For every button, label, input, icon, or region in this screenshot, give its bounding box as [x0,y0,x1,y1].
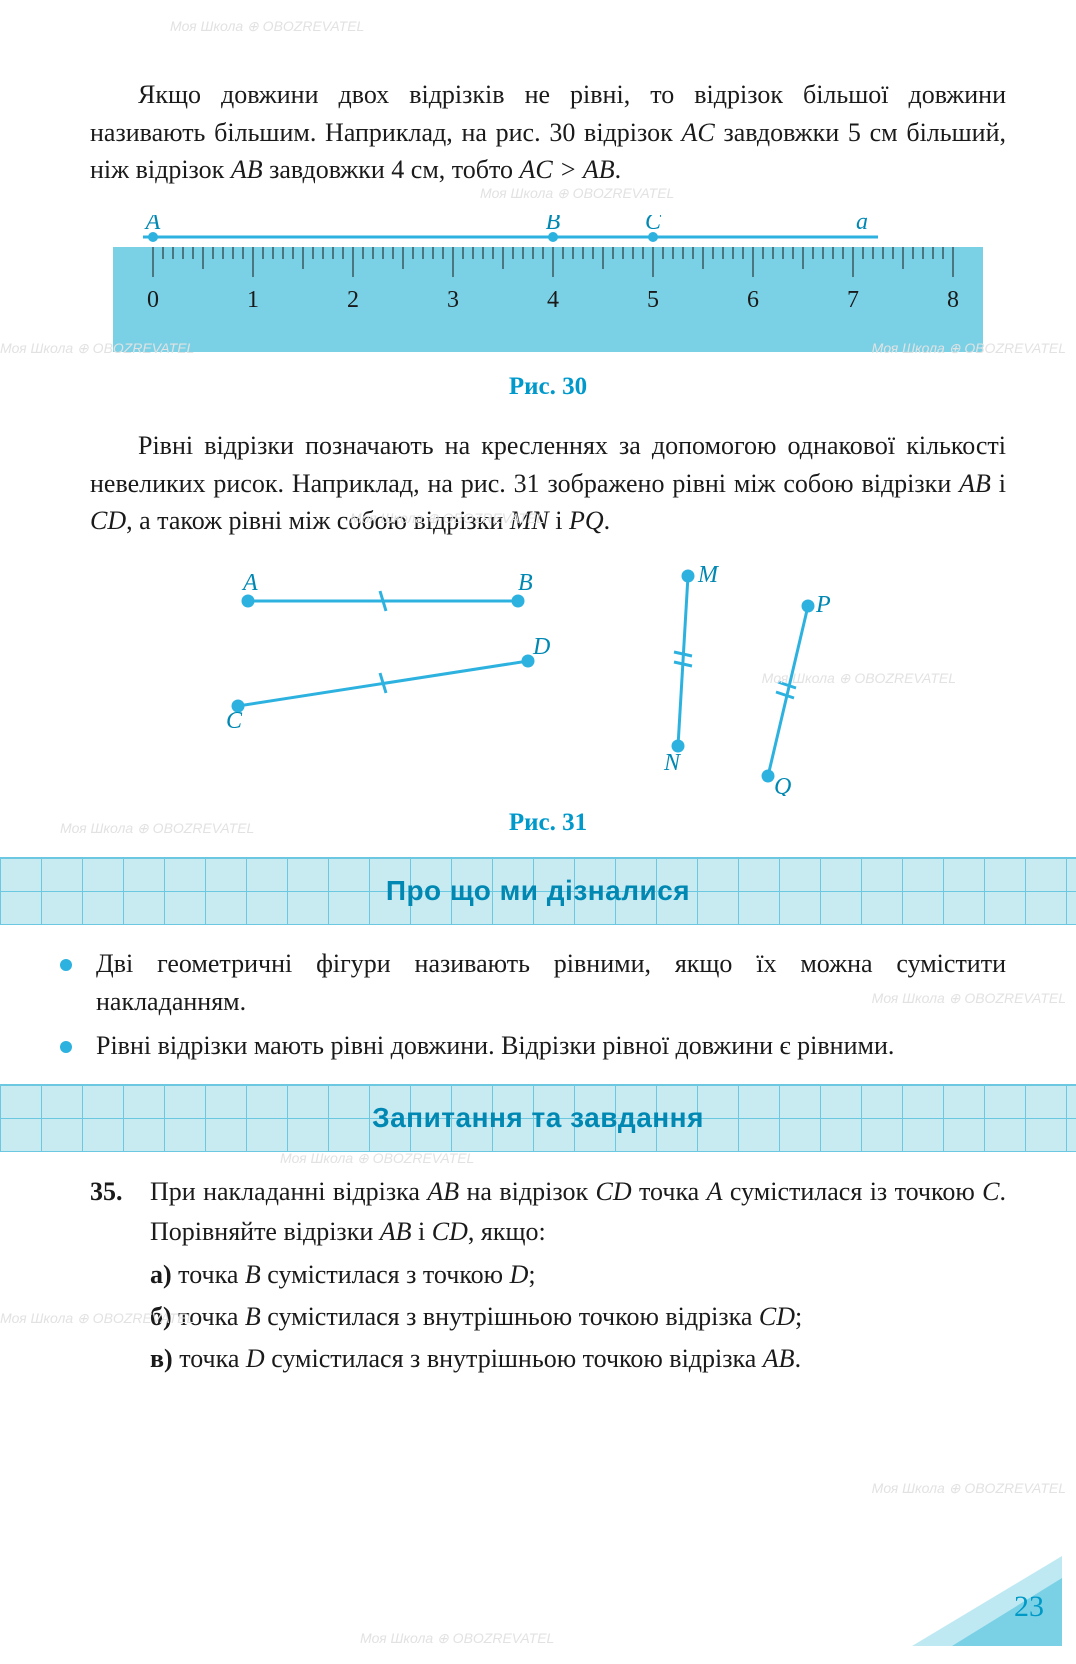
segments-diagram: A B C D M N P Q [168,566,928,796]
svg-text:2: 2 [347,287,359,313]
p2-cd: CD [90,506,126,535]
ex-text: точка [632,1177,707,1206]
watermark: Моя Школа ⊕ OBOZREVATEL [360,1630,554,1647]
ex-text: ; [795,1302,802,1331]
ex-text: сумістилася з внутрішньою точкою відрізк… [261,1302,759,1331]
svg-text:P: P [815,592,831,618]
svg-text:C: C [226,708,243,734]
ex-text: ; [528,1260,535,1289]
svg-text:6: 6 [747,287,759,313]
bullet-dot-icon [60,959,72,971]
bullet-item: Дві геометричні фігури називають рівними… [90,945,1006,1020]
p1-text: завдовжки 4 см, тобто [263,155,520,184]
ex-text: на відрізок [459,1177,595,1206]
ex-cd: CD [432,1217,468,1246]
figure-30-caption: Рис. 30 [90,373,1006,401]
ex-text: При накладанні відрізка [150,1177,427,1206]
section-header-questions: Запитання та завдання [0,1084,1076,1152]
svg-text:B: B [546,215,561,235]
page-number-corner: 23 [912,1556,1062,1646]
ex-CD: CD [759,1302,795,1331]
ex-B: B [245,1260,261,1289]
ex-text: , якщо: [468,1217,546,1246]
ex-c: C [982,1177,999,1206]
page: Моя Школа ⊕ OBOZREVATEL Моя Школа ⊕ OBOZ… [0,0,1076,1664]
watermark: Моя Школа ⊕ OBOZREVATEL [170,18,364,35]
ex-text: . [795,1344,802,1373]
svg-text:0: 0 [147,287,159,313]
svg-text:A: A [144,215,161,235]
ex-cd: CD [595,1177,631,1206]
svg-text:a: a [856,215,868,235]
ex-sub-c: в) точка D сумістилася з внутрішньою точ… [150,1339,1006,1379]
ex-D: D [246,1344,265,1373]
svg-text:A: A [241,570,258,596]
bullet-text: Дві геометричні фігури називають рівними… [96,945,1006,1020]
ex-sub-label: б) [150,1302,172,1331]
ex-text: і [412,1217,432,1246]
section-header-questions-title: Запитання та завдання [372,1102,704,1134]
svg-text:7: 7 [847,287,859,313]
figure-31: A B C D M N P Q Рис. 31 [90,566,1006,837]
ex-text: сумістилася із точкою [723,1177,983,1206]
svg-text:1: 1 [247,287,259,313]
watermark: Моя Школа ⊕ OBOZREVATEL [872,1480,1066,1497]
section-header-learned-title: Про що ми дізналися [386,875,690,907]
svg-text:Q: Q [774,774,791,796]
ex-D: D [510,1260,529,1289]
bullet-item: Рівні відрізки мають рівні довжини. Відр… [90,1027,1006,1065]
p2-text: Рівні відрізки позначають на кресленнях … [90,431,1006,498]
paragraph-2: Рівні відрізки позначають на кресленнях … [90,427,1006,540]
p2-text: і [991,469,1006,498]
svg-text:M: M [697,566,720,588]
ruler-diagram: A B C a [113,215,983,360]
ex-a: A [707,1177,723,1206]
ex-AB: AB [763,1344,795,1373]
ex-sub-b: б) точка B сумістилася з внутрішньою точ… [150,1297,1006,1337]
svg-text:8: 8 [947,287,959,313]
svg-text:N: N [663,750,682,776]
ex-text: точка [172,1302,245,1331]
p2-dot: . [604,506,611,535]
ex-ab: AB [427,1177,459,1206]
p2-text: , а також рівні між собою відрізки [126,506,510,535]
p2-mn: MN [510,506,549,535]
ex-text: точка [172,1260,245,1289]
section-header-learned: Про що ми дізналися [0,857,1076,925]
bullet-text: Рівні відрізки мають рівні довжини. Відр… [96,1027,894,1065]
svg-text:B: B [518,570,533,596]
exercise-35: 35. При накладанні відрізка AB на відріз… [90,1172,1006,1379]
bullet-list: Дві геометричні фігури називають рівними… [90,945,1006,1064]
svg-text:D: D [532,634,550,660]
p1-ac: AC [682,118,715,147]
svg-text:4: 4 [547,287,559,313]
ex-text: сумістилася з внутрішньою точкою відрізк… [265,1344,763,1373]
p1-ab: AB [231,155,263,184]
svg-text:C: C [645,215,662,235]
ex-text: точка [173,1344,246,1373]
p2-ab: AB [959,469,991,498]
ex-text: сумістилася з точкою [261,1260,510,1289]
ex-ab: AB [380,1217,412,1246]
page-number: 23 [1014,1590,1044,1624]
exercise-number: 35. [90,1172,150,1379]
figure-30: A B C a [90,215,1006,401]
p1-dot: . [615,155,622,184]
exercise-body: При накладанні відрізка AB на відрізок C… [150,1172,1006,1379]
p2-text: і [549,506,569,535]
ex-sub-a: а) точка B сумістилася з точкою D; [150,1255,1006,1295]
ex-B: B [245,1302,261,1331]
svg-text:3: 3 [447,287,459,313]
watermark: Моя Школа ⊕ OBOZREVATEL [280,1150,474,1167]
ex-sub-label: в) [150,1344,173,1373]
bullet-dot-icon [60,1041,72,1053]
p2-pq: PQ [569,506,604,535]
p1-cmp: AC > AB [520,155,615,184]
svg-text:5: 5 [647,287,659,313]
figure-31-caption: Рис. 31 [90,809,1006,837]
paragraph-1: Якщо довжини двох відрізків не рівні, то… [90,76,1006,189]
ex-sub-label: а) [150,1260,172,1289]
